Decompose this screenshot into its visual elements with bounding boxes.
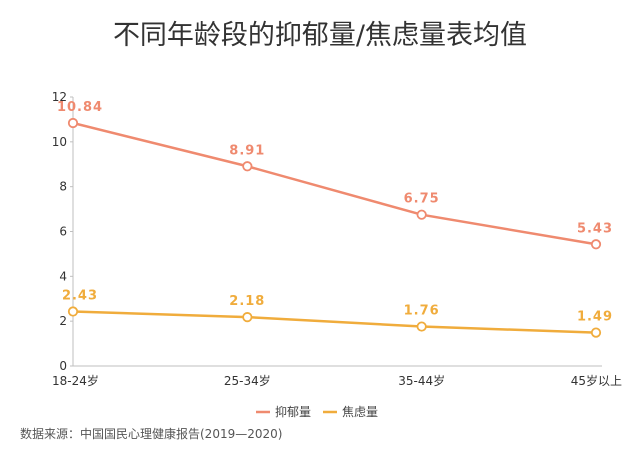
series-line	[72, 310, 597, 334]
data-label: 6.75	[404, 192, 440, 207]
y-tick-label: 4	[59, 269, 67, 283]
y-tick-labels: 0 2 4 6 8 10 12	[52, 90, 73, 373]
data-label: 8.91	[229, 143, 265, 158]
y-tick-label: 6	[59, 225, 67, 239]
legend: 抑郁量 焦虑量	[256, 404, 378, 419]
y-tick-label: 12	[52, 90, 67, 104]
legend-item: 焦虑量	[323, 405, 378, 419]
x-tick-label: 45岁以上	[571, 373, 622, 388]
data-label: 10.84	[57, 100, 103, 115]
data-point	[416, 209, 427, 220]
legend-label: 抑郁量	[275, 404, 311, 419]
data-point	[67, 306, 79, 317]
source-note: 数据来源：中国国民心理健康报告(2019—2020)	[20, 426, 282, 441]
y-tick-label: 0	[59, 359, 67, 373]
data-label: 2.18	[229, 294, 265, 309]
data-point	[416, 321, 427, 332]
x-tick-labels: 18-24岁 25-34岁 35-44岁 45岁以上	[52, 373, 622, 388]
series-line	[72, 121, 597, 246]
data-label: 1.49	[577, 310, 613, 325]
y-tick-label: 2	[59, 314, 67, 328]
chart-title: 不同年龄段的抑郁量/焦虑量表均值	[113, 20, 527, 51]
legend-label: 焦虑量	[342, 405, 378, 419]
data-label: 2.43	[62, 289, 98, 304]
x-tick-label: 18-24岁	[52, 373, 99, 388]
x-tick-label: 35-44岁	[398, 373, 445, 388]
y-tick-label: 8	[59, 180, 67, 194]
series-1: 10.84 8.91 6.75 5.43	[57, 100, 613, 250]
data-point	[590, 239, 602, 250]
series-2: 2.43 2.18 1.76 1.49	[62, 289, 613, 338]
legend-item: 抑郁量	[256, 404, 311, 419]
x-tick-label: 25-34岁	[224, 373, 271, 388]
data-point	[242, 312, 253, 323]
data-point	[242, 161, 253, 172]
y-tick-label: 10	[52, 135, 67, 149]
data-point	[590, 327, 602, 338]
data-label: 5.43	[577, 221, 613, 236]
series-layer: 10.84 8.91 6.75 5.43 2.43 2.18 1.76 1.49	[57, 100, 613, 338]
data-label: 1.76	[404, 304, 440, 319]
data-point	[67, 117, 79, 129]
